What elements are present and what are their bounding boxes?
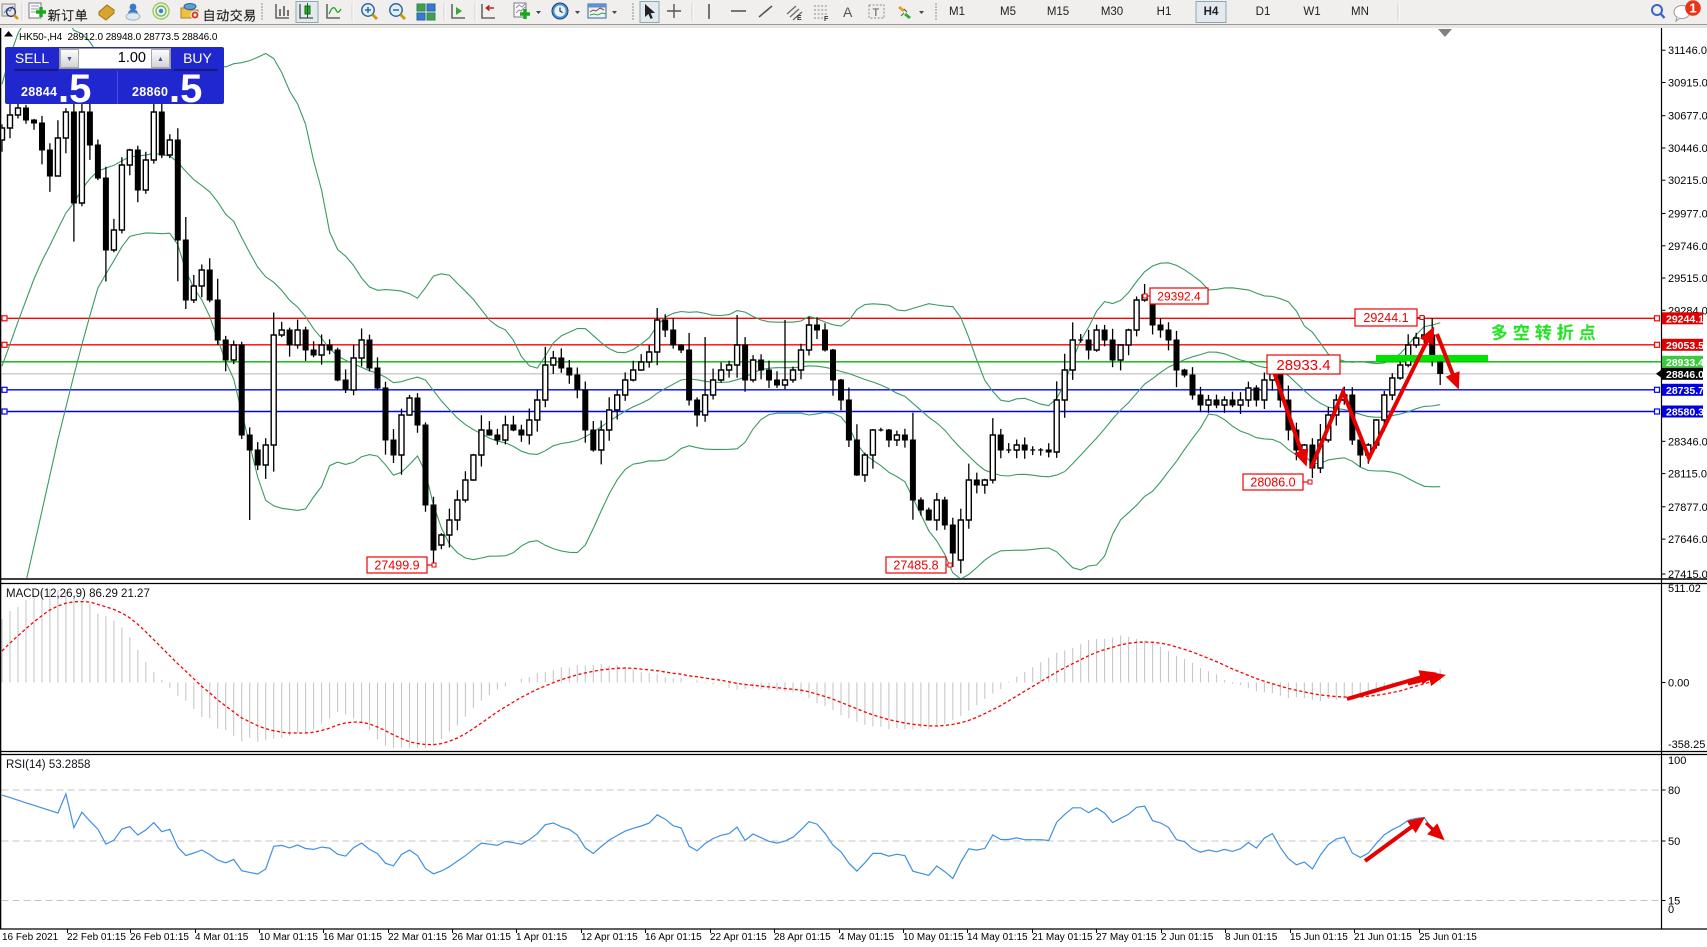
svg-text:30915.0: 30915.0 [1668,78,1707,90]
svg-text:A: A [843,4,853,20]
svg-text:10 May 01:15: 10 May 01:15 [903,932,964,943]
svg-text:F: F [824,16,829,23]
svg-text:27415.0: 27415.0 [1668,569,1707,581]
svg-text:-358.25: -358.25 [1668,739,1705,751]
svg-text:31146.0: 31146.0 [1668,45,1707,57]
svg-text:30215.0: 30215.0 [1668,175,1707,187]
svg-text:29244.1: 29244.1 [1666,313,1704,325]
svg-text:22 Apr 01:15: 22 Apr 01:15 [710,932,767,943]
svg-text:29053.5: 29053.5 [1666,340,1704,352]
svg-text:RSI(14) 53.2858: RSI(14) 53.2858 [6,759,90,771]
svg-text:29977.0: 29977.0 [1668,209,1707,221]
svg-text:30677.0: 30677.0 [1668,111,1707,123]
svg-text:28086.0: 28086.0 [1250,476,1295,490]
svg-text:16 Mar 01:15: 16 Mar 01:15 [323,932,382,943]
svg-text:T: T [873,7,880,19]
svg-text:4 Mar 01:15: 4 Mar 01:15 [195,932,249,943]
svg-text:12 Apr 01:15: 12 Apr 01:15 [581,932,638,943]
svg-text:26 Mar 01:15: 26 Mar 01:15 [452,932,511,943]
svg-text:15: 15 [1668,896,1680,908]
svg-text:28115.0: 28115.0 [1668,469,1707,481]
svg-text:28 Apr 01:15: 28 Apr 01:15 [774,932,831,943]
svg-text:10 Mar 01:15: 10 Mar 01:15 [259,932,318,943]
svg-text:50: 50 [1668,836,1680,848]
svg-text:1 Apr 01:15: 1 Apr 01:15 [516,932,568,943]
svg-text:27 May 01:15: 27 May 01:15 [1096,932,1157,943]
svg-text:22 Mar 01:15: 22 Mar 01:15 [388,932,447,943]
svg-text:16 Apr 01:15: 16 Apr 01:15 [645,932,702,943]
svg-text:27499.9: 27499.9 [374,559,419,573]
svg-text:MACD(12,26,9) 86.29 21.27: MACD(12,26,9) 86.29 21.27 [6,588,150,600]
svg-text:21 Jun 01:15: 21 Jun 01:15 [1354,932,1412,943]
svg-text:28846.0: 28846.0 [1666,369,1704,381]
svg-text:29244.1: 29244.1 [1363,311,1408,325]
svg-text:15 Jun 01:15: 15 Jun 01:15 [1290,932,1348,943]
svg-text:0.00: 0.00 [1668,678,1689,690]
svg-text:29392.4: 29392.4 [1157,289,1201,303]
svg-text:27646.0: 27646.0 [1668,534,1707,546]
svg-text:22 Feb 01:15: 22 Feb 01:15 [67,932,126,943]
svg-text:21 May 01:15: 21 May 01:15 [1032,932,1093,943]
svg-text:1: 1 [1689,1,1696,16]
svg-text:28735.7: 28735.7 [1666,385,1704,397]
svg-text:27877.0: 27877.0 [1668,502,1707,514]
svg-text:28933.4: 28933.4 [1666,357,1704,369]
svg-text:30446.0: 30446.0 [1668,143,1707,155]
svg-text:14 May 01:15: 14 May 01:15 [967,932,1028,943]
svg-text:E: E [797,15,802,22]
svg-text:28346.0: 28346.0 [1668,436,1707,448]
svg-text:29746.0: 29746.0 [1668,241,1707,253]
svg-text:100: 100 [1668,755,1686,767]
svg-text:2 Jun 01:15: 2 Jun 01:15 [1161,932,1214,943]
svg-text:4 May 01:15: 4 May 01:15 [839,932,894,943]
svg-text:28580.3: 28580.3 [1666,407,1704,419]
svg-text:8 Jun 01:15: 8 Jun 01:15 [1225,932,1278,943]
svg-text:25 Jun 01:15: 25 Jun 01:15 [1419,932,1477,943]
svg-text:27485.8: 27485.8 [893,559,938,573]
svg-text:511.02: 511.02 [1668,583,1701,595]
svg-text:26 Feb 01:15: 26 Feb 01:15 [130,932,189,943]
svg-text:HK50-,H4 28912.0 28948.0 2877: HK50-,H4 28912.0 28948.0 28773.5 28846.0 [19,32,218,43]
svg-text:16 Feb 2021: 16 Feb 2021 [2,932,59,943]
svg-text:29515.0: 29515.0 [1668,273,1707,285]
svg-text:28933.4: 28933.4 [1276,357,1330,374]
svg-text:0: 0 [1668,904,1674,916]
svg-text:80: 80 [1668,785,1680,797]
